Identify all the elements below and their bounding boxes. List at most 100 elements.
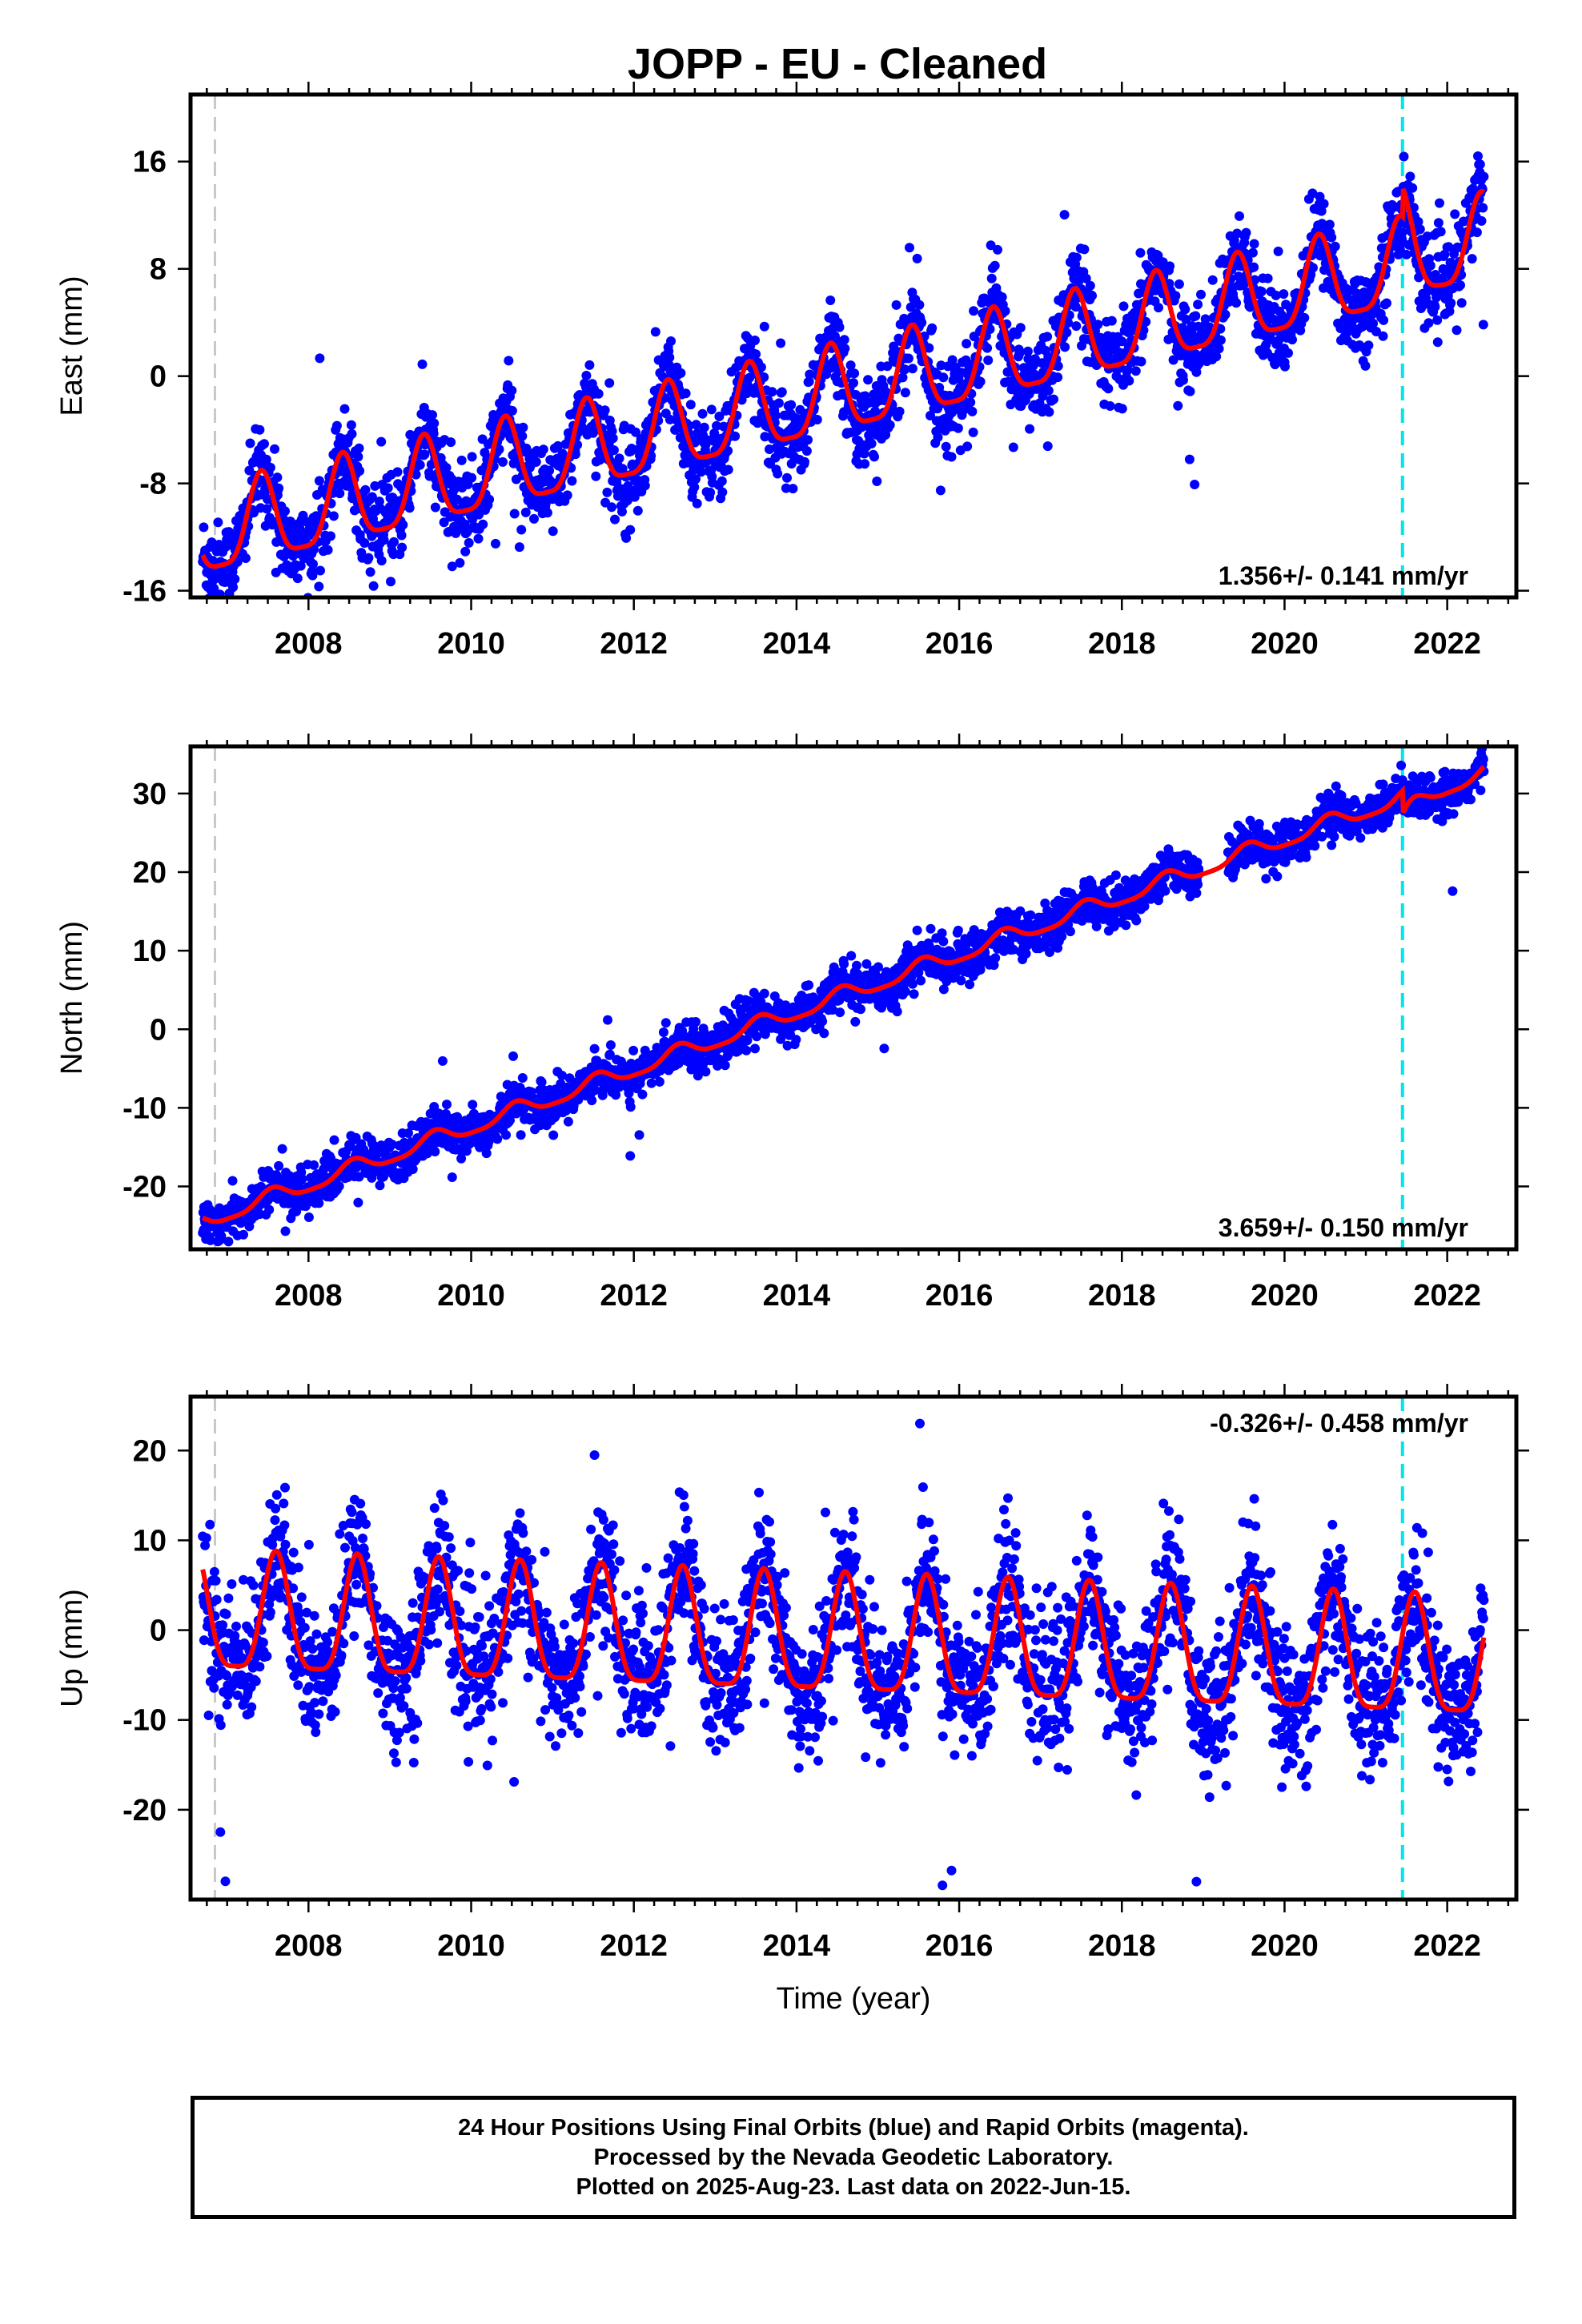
data-point xyxy=(456,1153,467,1164)
data-point xyxy=(199,522,209,533)
data-point xyxy=(882,361,893,372)
data-point xyxy=(367,492,377,502)
data-point xyxy=(398,520,408,530)
data-point xyxy=(756,997,766,1007)
data-point xyxy=(1280,361,1290,372)
data-point xyxy=(1363,340,1374,351)
data-point xyxy=(1327,232,1337,243)
data-point xyxy=(353,1197,363,1208)
data-point xyxy=(1000,306,1010,316)
data-point xyxy=(1232,228,1243,239)
data-point xyxy=(869,452,879,462)
data-point xyxy=(456,455,467,465)
data-point xyxy=(1049,394,1058,404)
data-point xyxy=(608,445,619,456)
data-point xyxy=(937,928,947,939)
data-point xyxy=(1181,314,1191,324)
data-point xyxy=(1287,335,1297,345)
data-point xyxy=(593,388,604,399)
data-point xyxy=(717,487,728,497)
data-point xyxy=(1025,424,1035,434)
data-point xyxy=(1124,376,1134,386)
data-point xyxy=(801,446,812,456)
data-point xyxy=(1308,263,1318,273)
data-point xyxy=(1122,364,1133,375)
data-point xyxy=(889,341,899,352)
data-point xyxy=(570,449,580,460)
data-point xyxy=(1475,159,1485,170)
data-point xyxy=(1026,910,1036,920)
data-point xyxy=(1045,947,1054,957)
data-point xyxy=(464,1137,475,1148)
data-point xyxy=(307,570,318,581)
data-point xyxy=(1191,311,1201,321)
data-point xyxy=(405,429,416,440)
data-point xyxy=(872,476,882,486)
data-point xyxy=(1468,183,1478,194)
data-point xyxy=(625,1151,636,1161)
data-point xyxy=(1235,211,1244,221)
data-point xyxy=(1022,346,1033,356)
data-point xyxy=(926,923,936,934)
data-point xyxy=(879,1043,889,1054)
data-point xyxy=(1079,244,1090,255)
data-point xyxy=(917,317,927,328)
data-point xyxy=(1241,227,1251,238)
data-point xyxy=(819,1028,829,1039)
data-point xyxy=(1214,344,1224,354)
data-point xyxy=(428,428,439,439)
data-point xyxy=(1401,249,1411,259)
data-point xyxy=(517,1073,528,1083)
data-point xyxy=(1106,316,1117,326)
figure-title: JOPP - EU - Cleaned xyxy=(628,40,1047,88)
data-point xyxy=(938,372,949,383)
data-point xyxy=(1135,247,1146,258)
data-point xyxy=(737,395,747,405)
data-point xyxy=(756,362,766,372)
data-point xyxy=(852,960,861,971)
data-point xyxy=(375,1180,385,1191)
data-point xyxy=(1193,300,1203,310)
data-point xyxy=(965,979,975,990)
data-point xyxy=(1071,321,1082,332)
data-point xyxy=(205,1235,215,1245)
data-point xyxy=(227,1176,238,1186)
data-point xyxy=(309,545,319,555)
data-point xyxy=(507,405,517,416)
data-point xyxy=(907,364,917,374)
data-point xyxy=(1093,320,1103,330)
data-point xyxy=(473,533,484,544)
data-point xyxy=(355,466,365,476)
data-point xyxy=(1405,171,1415,182)
data-point xyxy=(892,1007,902,1017)
data-point xyxy=(871,381,881,391)
data-point xyxy=(962,339,972,349)
data-point xyxy=(1117,336,1127,347)
data-point xyxy=(986,240,996,251)
data-point xyxy=(536,1077,547,1088)
data-point xyxy=(953,423,963,433)
data-point xyxy=(516,525,527,535)
data-point xyxy=(1330,241,1340,251)
data-point xyxy=(392,467,403,477)
data-point xyxy=(331,420,342,431)
data-point xyxy=(839,959,849,969)
data-point xyxy=(303,1212,314,1222)
data-point xyxy=(292,573,303,584)
data-point xyxy=(1220,309,1231,320)
data-point xyxy=(603,1015,612,1025)
data-point xyxy=(750,1043,760,1054)
data-point xyxy=(625,1102,636,1112)
data-point xyxy=(863,375,873,385)
data-point xyxy=(1476,215,1487,226)
data-point xyxy=(1456,280,1465,291)
data-point xyxy=(1279,289,1289,300)
data-point xyxy=(1439,249,1450,259)
data-point xyxy=(916,975,926,986)
data-point xyxy=(1015,323,1026,333)
data-point xyxy=(975,376,986,387)
x-tick-label: 2016 xyxy=(926,627,994,661)
data-point xyxy=(430,1147,440,1156)
data-point xyxy=(900,388,910,398)
data-point xyxy=(563,1116,573,1127)
